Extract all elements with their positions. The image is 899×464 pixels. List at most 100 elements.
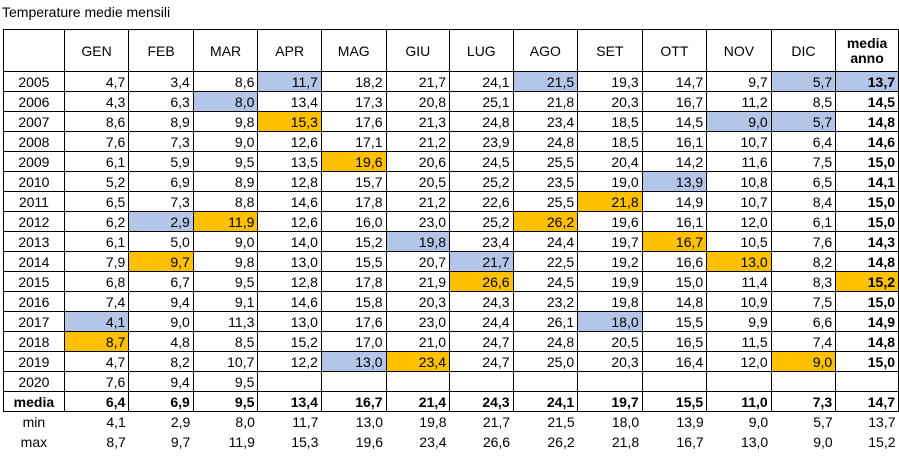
temperature-cell: 15,2: [320, 231, 387, 252]
temperature-cell: 6,3: [128, 91, 194, 112]
temperature-cell: 14,7: [641, 71, 708, 92]
temperature-cell: 11,4: [706, 271, 772, 292]
temperature-cell: [770, 371, 837, 392]
max-cell: 8,7: [106, 434, 126, 450]
temperature-cell: 21,8: [512, 91, 579, 112]
temperature-cell: 23,4: [449, 231, 514, 252]
temperature-cell: 6,9: [128, 171, 194, 192]
temperature-cell: 7,3: [128, 131, 194, 152]
temperature-cell: 6,7: [128, 271, 194, 292]
temperature-cell: 7,3: [128, 191, 194, 212]
header-row: GEN FEB MAR APR MAG GIU LUG AGO SET OTT …: [3, 29, 899, 72]
min-cell: 18,0: [611, 414, 640, 430]
table-row: 2012 6,2 2,9 11,9 12,6 16,0 23,0 25,2 26,2 19,6 16…: [3, 211, 899, 232]
monthly-temperature-table: GEN FEB MAR APR MAG GIU LUG AGO SET OTT …: [3, 29, 899, 452]
table-row: 2009 6,1 5,9 9,5 13,5 19,6 20,6 24,5 25,5 20,4 14,…: [3, 151, 899, 172]
max-cell: 26,6: [482, 434, 511, 450]
media-annual-cell: 14,7: [835, 391, 899, 412]
month-header: MAG: [320, 29, 387, 72]
temperature-cell: 20,3: [385, 291, 451, 312]
temperature-cell: 16,0: [320, 211, 387, 232]
min-cell: 2,9: [170, 414, 191, 430]
temperature-cell: 25,2: [449, 211, 514, 232]
temperature-cell: 8,3: [770, 271, 837, 292]
temperature-cell: 11,5: [706, 331, 772, 352]
month-header: SET: [577, 29, 643, 72]
temperature-cell: 17,6: [320, 111, 387, 132]
temperature-cell: 13,0: [257, 311, 322, 332]
max-annual-cell: 15,2: [868, 434, 896, 450]
temperature-cell: 20,7: [385, 251, 451, 272]
temperature-cell: 14,6: [257, 191, 322, 212]
temperature-cell: 2,9: [128, 211, 194, 232]
temperature-cell: 23,4: [512, 111, 579, 132]
temperature-cell: 23,2: [512, 291, 579, 312]
temperature-cell: 7,6: [63, 371, 130, 392]
temperature-cell: 24,8: [512, 331, 579, 352]
media-row-label: media: [3, 391, 65, 412]
max-cell: 21,8: [611, 434, 640, 450]
temperature-cell: 4,3: [63, 91, 130, 112]
temperature-cell: 24,5: [449, 151, 514, 172]
temperature-cell: 7,6: [63, 131, 130, 152]
temperature-cell: 20,5: [577, 331, 643, 352]
year-label: 2008: [3, 131, 65, 152]
temperature-cell: 8,8: [192, 191, 259, 212]
temperature-cell: 21,2: [385, 191, 451, 212]
media-cell: 9,5: [192, 391, 259, 412]
temperature-cell: 24,4: [449, 311, 514, 332]
media-cell: 13,4: [257, 391, 322, 412]
temperature-cell: [641, 371, 708, 392]
year-label: 2011: [3, 191, 65, 212]
temperature-cell: 25,5: [512, 151, 579, 172]
year-label: 2012: [3, 211, 65, 232]
temperature-cell: 15,7: [320, 171, 387, 192]
temperature-cell: 12,8: [257, 171, 322, 192]
year-label: 2016: [3, 291, 65, 312]
media-row: media 6,4 6,9 9,5 13,4 16,7 21,4 24,3 24…: [3, 391, 899, 412]
temperature-cell: 26,6: [449, 271, 514, 292]
temperature-cell: 6,4: [770, 131, 837, 152]
temperature-cell: 21,7: [449, 251, 514, 272]
temperature-cell: 8,2: [128, 351, 194, 372]
temperature-cell: 10,9: [706, 291, 772, 312]
table-row: 2005 4,7 3,4 8,6 11,7 18,2 21,7 24,1 21,5 19,3 14,…: [3, 71, 899, 92]
temperature-cell: 13,0: [706, 251, 772, 272]
temperature-cell: 21,9: [385, 271, 451, 292]
temperature-cell: 16,7: [641, 231, 708, 252]
temperature-cell: 23,4: [385, 351, 451, 372]
annual-mean-cell: 14,1: [835, 171, 899, 192]
temperature-cell: 10,7: [192, 351, 259, 372]
temperature-cell: 9,4: [128, 371, 194, 392]
temperature-cell: 23,5: [512, 171, 579, 192]
temperature-cell: 16,4: [641, 351, 708, 372]
temperature-cell: 23,0: [385, 211, 451, 232]
media-cell: 24,3: [449, 391, 514, 412]
media-cell: 7,3: [770, 391, 837, 412]
temperature-cell: 6,2: [63, 211, 130, 232]
temperature-cell: 16,5: [641, 331, 708, 352]
table-title: Temperature medie mensili: [2, 4, 171, 20]
temperature-cell: 21,8: [577, 191, 643, 212]
temperature-cell: 23,9: [449, 131, 514, 152]
temperature-cell: [320, 371, 387, 392]
temperature-cell: 10,8: [706, 171, 772, 192]
temperature-cell: 11,6: [706, 151, 772, 172]
annual-mean-cell: 14,8: [835, 111, 899, 132]
temperature-cell: 7,4: [63, 291, 130, 312]
temperature-cell: 6,6: [770, 311, 837, 332]
temperature-cell: 14,0: [257, 231, 322, 252]
temperature-cell: 9,4: [128, 291, 194, 312]
temperature-cell: 9,0: [706, 111, 772, 132]
temperature-cell: 11,7: [257, 71, 322, 92]
temperature-cell: 14,9: [641, 191, 708, 212]
min-row: min 4,1 2,9 8,0 11,7 13,0 19,8 21,7 21,5…: [4, 412, 899, 433]
temperature-cell: 9,7: [128, 251, 194, 272]
media-cell: 6,4: [63, 391, 130, 412]
temperature-cell: 5,2: [63, 171, 130, 192]
temperature-cell: 13,0: [320, 351, 387, 372]
temperature-cell: 12,6: [257, 211, 322, 232]
min-cell: 4,1: [106, 414, 126, 430]
temperature-cell: 13,9: [641, 171, 708, 192]
temperature-cell: 21,5: [512, 71, 579, 92]
